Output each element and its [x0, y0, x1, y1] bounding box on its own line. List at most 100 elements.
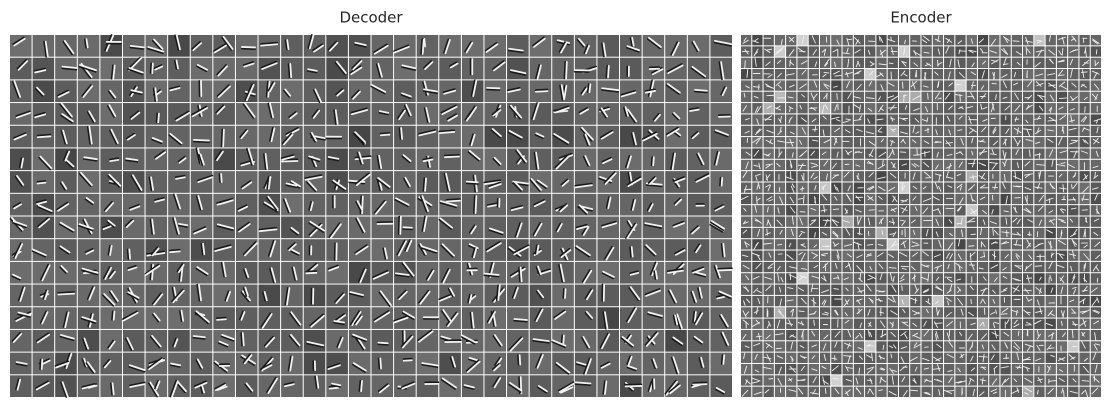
- filter-stripe-light: [1057, 239, 1066, 245]
- filter-stripe-light: [982, 106, 988, 110]
- filter-stripe-light: [855, 164, 861, 167]
- filter-stripe-light: [151, 247, 160, 257]
- filter-stripe-dark: [626, 46, 640, 53]
- filter-stripe-dark: [193, 380, 207, 388]
- filter-stripe-light: [913, 343, 921, 349]
- filter-stripe-dark: [488, 229, 504, 236]
- filter-stripe-light: [309, 223, 323, 237]
- filter-stripe-light: [790, 228, 794, 236]
- filter-tile: [808, 273, 819, 284]
- filter-stripe-light: [923, 140, 930, 145]
- filter-stripe-light: [1057, 59, 1065, 63]
- filter-tile: [876, 205, 887, 216]
- filter-stripe-light: [1058, 50, 1062, 56]
- filter-stripe-light: [441, 377, 457, 389]
- filter-tile: [932, 307, 944, 318]
- filter-stripe-dark: [575, 223, 588, 229]
- filter-stripe-light: [797, 287, 804, 292]
- filter-stripe-light: [60, 102, 73, 118]
- filter-stripe-dark: [400, 381, 415, 388]
- filter-stripe-light: [1082, 175, 1089, 181]
- filter-stripe-light: [812, 49, 817, 56]
- filter-tile: [416, 261, 439, 284]
- filter-stripe-light: [238, 223, 251, 233]
- filter-stripe-light: [763, 356, 772, 360]
- filter-tile: [910, 318, 921, 329]
- filter-stripe-light: [468, 106, 478, 118]
- filter-stripe-light: [833, 277, 839, 279]
- filter-stripe-light: [756, 306, 759, 315]
- filter-stripe-dark: [327, 264, 339, 270]
- filter-stripe-light: [1002, 96, 1008, 99]
- filter-tile: [853, 352, 865, 363]
- filter-stripe-light: [191, 107, 209, 118]
- filter-stripe-light: [532, 338, 550, 343]
- filter-stripe-light: [1001, 307, 1009, 313]
- filter-stripe-light: [866, 97, 875, 100]
- filter-stripe-light: [751, 322, 760, 327]
- filter-stripe-light: [1069, 119, 1076, 122]
- filter-stripe-light: [270, 127, 276, 143]
- filter-stripe-dark: [333, 109, 337, 126]
- filter-stripe-dark: [488, 181, 502, 188]
- filter-tile: [741, 205, 752, 216]
- filter-tile: [910, 91, 921, 103]
- filter-tile: [966, 261, 977, 273]
- filter-stripe-dark: [690, 291, 696, 304]
- filter-tile: [898, 273, 910, 284]
- filter-tile: [763, 35, 774, 46]
- filter-stripe-light: [911, 241, 919, 245]
- filter-stripe-light: [354, 131, 366, 143]
- filter-tile: [853, 125, 865, 137]
- filter-stripe-dark: [445, 198, 461, 201]
- filter-stripe-light: [1050, 354, 1055, 358]
- filter-stripe-light: [1080, 115, 1087, 122]
- filter-stripe-light: [510, 206, 524, 212]
- filter-stripe-light: [1094, 343, 1101, 346]
- filter-stripe-light: [352, 333, 368, 341]
- filter-stripe-dark: [151, 313, 160, 323]
- filter-tile: [1090, 205, 1101, 216]
- filter-stripe-light: [359, 268, 367, 284]
- filter-stripe-dark: [644, 88, 656, 92]
- filter-stripe-dark: [195, 147, 201, 165]
- filter-stripe-light: [764, 115, 772, 121]
- filter-stripe-light: [447, 114, 458, 122]
- filter-tile: [741, 91, 752, 103]
- filter-stripe-dark: [312, 89, 321, 103]
- filter-stripe-light: [901, 185, 906, 192]
- filter-stripe-light: [992, 140, 999, 146]
- filter-stripe-light: [1068, 127, 1077, 131]
- filter-stripe-light: [1023, 309, 1030, 316]
- filter-stripe-light: [811, 35, 816, 44]
- filter-stripe-light: [349, 291, 365, 296]
- filter-tile: [168, 307, 190, 329]
- filter-stripe-light: [154, 198, 165, 203]
- filter-stripe-light: [914, 117, 920, 123]
- filter-stripe-dark: [33, 111, 46, 117]
- filter-stripe-dark: [11, 275, 21, 281]
- filter-stripe-light: [913, 108, 920, 112]
- filter-tile: [786, 205, 797, 216]
- filter-stripe-light: [810, 150, 816, 156]
- filter-stripe-light: [824, 62, 829, 67]
- filter-tile: [910, 329, 921, 341]
- filter-stripe-light: [700, 356, 705, 368]
- filter-stripe-dark: [483, 179, 502, 184]
- filter-stripe-light: [853, 119, 862, 121]
- filter-stripe-light: [1091, 187, 1099, 190]
- filter-stripe-light: [180, 309, 185, 322]
- filter-stripe-light: [241, 332, 245, 347]
- filter-tile: [281, 375, 303, 397]
- filter-stripe-light: [1096, 126, 1099, 134]
- filter-stripe-light: [992, 72, 995, 79]
- filter-stripe-dark: [59, 182, 66, 191]
- filter-stripe-light: [584, 358, 592, 376]
- filter-stripe-light: [261, 62, 278, 70]
- filter-tile: [1034, 363, 1045, 375]
- filter-stripe-dark: [59, 266, 67, 274]
- filter-tile: [797, 193, 808, 205]
- filter-tile: [944, 239, 955, 250]
- filter-tile: [1045, 318, 1056, 329]
- filter-stripe-dark: [61, 67, 78, 71]
